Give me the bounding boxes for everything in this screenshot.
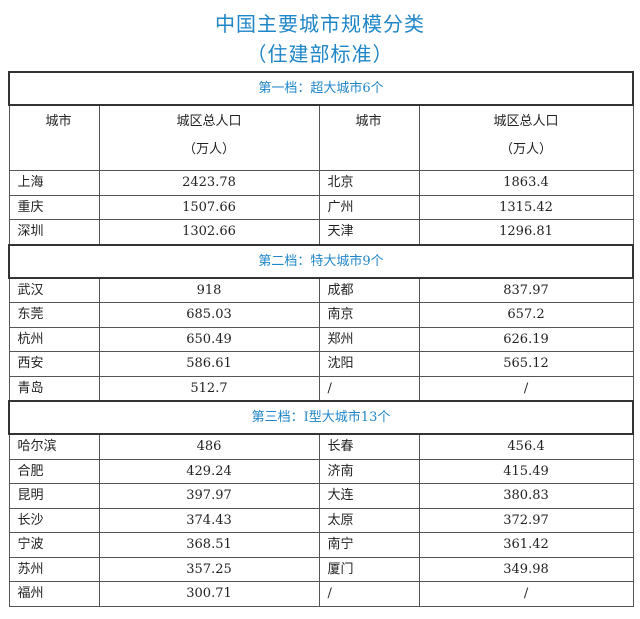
table-row: 西安 586.61 沈阳 565.12 xyxy=(8,351,634,377)
population-cell: 657.2 xyxy=(418,302,634,328)
table-row: 宁波 368.51 南宁 361.42 xyxy=(8,532,634,558)
table-row: 杭州 650.49 郑州 626.19 xyxy=(8,326,634,352)
table-row: 东莞 685.03 南京 657.2 xyxy=(8,302,634,328)
city-name-cell: 成都 xyxy=(318,277,420,303)
city-name-cell: 郑州 xyxy=(318,326,420,352)
population-cell: 626.19 xyxy=(418,326,634,352)
city-name-cell: 重庆 xyxy=(8,194,100,220)
population-cell: 2423.78 xyxy=(98,170,320,196)
population-cell: / xyxy=(418,581,634,607)
header-pop: 城区总人口 （万人） xyxy=(98,104,320,171)
city-name-cell: 上海 xyxy=(8,170,100,196)
population-cell: 368.51 xyxy=(98,532,320,558)
population-cell: 1507.66 xyxy=(98,194,320,220)
table-row: 上海 2423.78 北京 1863.4 xyxy=(8,170,634,196)
table-row: 哈尔滨 486 长春 456.4 xyxy=(8,433,634,460)
population-cell: 415.49 xyxy=(418,458,634,484)
city-name-cell: 天津 xyxy=(318,219,420,245)
table-row: 福州 300.71// xyxy=(8,581,634,607)
section-heading-row: 第二档：特大城市9个 xyxy=(7,243,635,279)
header-pop-label: 城区总人口 xyxy=(493,114,559,129)
population-cell: 837.97 xyxy=(418,277,634,303)
header-pop-unit: （万人） xyxy=(500,141,553,157)
header-pop-label: 城区总人口 xyxy=(176,114,242,129)
population-cell: 685.03 xyxy=(98,302,320,328)
table-row: 长沙 374.43 太原 372.97 xyxy=(8,507,634,533)
population-cell: 361.42 xyxy=(418,532,634,558)
header-row: 城市 城区总人口 （万人） 城市 城区总人口 （万人） xyxy=(8,104,634,171)
population-cell: 650.49 xyxy=(98,326,320,352)
population-cell: 1315.42 xyxy=(418,194,634,220)
population-cell: 512.7 xyxy=(98,375,320,402)
section-heading: 第一档：超大城市6个 xyxy=(7,71,635,106)
population-cell: / xyxy=(418,375,634,402)
population-cell: 1296.81 xyxy=(418,219,634,245)
city-name-cell: 厦门 xyxy=(318,556,420,582)
city-name-cell: 西安 xyxy=(8,351,100,377)
city-name-cell: 青岛 xyxy=(8,375,100,402)
population-cell: 565.12 xyxy=(418,351,634,377)
city-name-cell: / xyxy=(318,375,420,402)
city-name-cell: 东莞 xyxy=(8,302,100,328)
population-cell: 349.98 xyxy=(418,556,634,582)
population-cell: 456.4 xyxy=(418,433,634,460)
header-pop: 城区总人口 （万人） xyxy=(418,104,634,171)
city-name-cell: 福州 xyxy=(8,581,100,607)
section-heading-row: 第三档：Ⅰ型大城市13个 xyxy=(7,400,635,435)
table-row: 深圳 1302.66 天津 1296.81 xyxy=(8,219,634,245)
population-cell: 372.97 xyxy=(418,507,634,533)
table-row: 重庆 1507.66 广州 1315.42 xyxy=(8,194,634,220)
city-name-cell: 深圳 xyxy=(8,219,100,245)
city-name-cell: 沈阳 xyxy=(318,351,420,377)
city-name-cell: 长沙 xyxy=(8,507,100,533)
city-name-cell: 北京 xyxy=(318,170,420,196)
table-row: 武汉 918 成都 837.97 xyxy=(8,277,634,303)
table-row: 合肥 429.24 济南 415.49 xyxy=(8,458,634,484)
city-name-cell: 武汉 xyxy=(8,277,100,303)
city-name-cell: 宁波 xyxy=(8,532,100,558)
population-cell: 397.97 xyxy=(98,483,320,509)
population-cell: 1863.4 xyxy=(418,170,634,196)
section-heading: 第二档：特大城市9个 xyxy=(7,243,635,279)
table-row: 苏州 357.25 厦门 349.98 xyxy=(8,556,634,582)
population-cell: 918 xyxy=(98,277,320,303)
header-city: 城市 xyxy=(318,104,420,171)
city-name-cell: 长春 xyxy=(318,433,420,460)
table-row: 昆明 397.97 大连 380.83 xyxy=(8,483,634,509)
city-name-cell: 大连 xyxy=(318,483,420,509)
population-cell: 586.61 xyxy=(98,351,320,377)
city-name-cell: 苏州 xyxy=(8,556,100,582)
population-cell: 374.43 xyxy=(98,507,320,533)
population-cell: 357.25 xyxy=(98,556,320,582)
population-cell: 486 xyxy=(98,433,320,460)
city-name-cell: 杭州 xyxy=(8,326,100,352)
population-cell: 300.71 xyxy=(98,581,320,607)
city-name-cell: 太原 xyxy=(318,507,420,533)
population-cell: 429.24 xyxy=(98,458,320,484)
city-name-cell: / xyxy=(318,581,420,607)
header-pop-unit: （万人） xyxy=(182,141,235,157)
population-cell: 380.83 xyxy=(418,483,634,509)
city-name-cell: 南宁 xyxy=(318,532,420,558)
population-cell: 1302.66 xyxy=(98,219,320,245)
city-name-cell: 广州 xyxy=(318,194,420,220)
city-name-cell: 南京 xyxy=(318,302,420,328)
city-name-cell: 合肥 xyxy=(8,458,100,484)
section-heading-row: 第一档：超大城市6个 xyxy=(7,71,635,106)
header-city: 城市 xyxy=(8,104,100,171)
city-table: 第一档：超大城市6个 城市 城区总人口 （万人） 城市 城区总人口 （万人） 上… xyxy=(7,71,635,607)
page-title: 中国主要城市规模分类 xyxy=(215,12,425,36)
city-name-cell: 济南 xyxy=(318,458,420,484)
section-heading: 第三档：Ⅰ型大城市13个 xyxy=(7,400,635,435)
city-name-cell: 哈尔滨 xyxy=(8,433,100,460)
city-name-cell: 昆明 xyxy=(8,483,100,509)
table-row: 青岛 512.7// xyxy=(8,375,634,402)
page-subtitle: （住建部标准） xyxy=(246,42,394,66)
